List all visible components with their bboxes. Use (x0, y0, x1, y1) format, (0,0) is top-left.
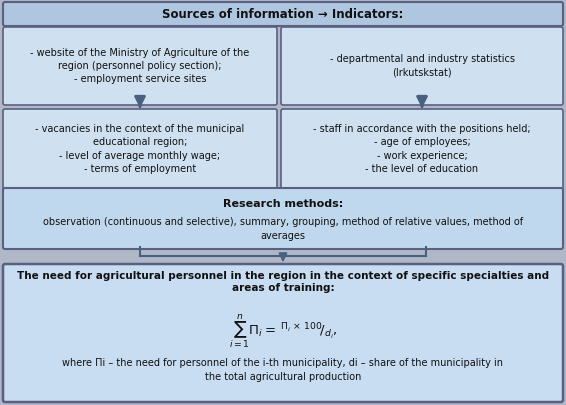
FancyBboxPatch shape (281, 27, 563, 105)
Text: The need for agricultural personnel in the region in the context of specific spe: The need for agricultural personnel in t… (17, 271, 549, 293)
FancyBboxPatch shape (3, 109, 277, 189)
FancyBboxPatch shape (3, 2, 563, 26)
Text: Research methods:: Research methods: (223, 199, 343, 209)
Text: - vacancies in the context of the municipal
educational region;
- level of avera: - vacancies in the context of the munici… (35, 124, 245, 174)
FancyBboxPatch shape (3, 27, 277, 105)
FancyBboxPatch shape (281, 109, 563, 189)
Text: where Πi – the need for personnel of the i-th municipality, di – share of the mu: where Πi – the need for personnel of the… (62, 358, 504, 382)
Text: $\sum_{i=1}^{n}\Pi_i = \,^{\Pi_i\,\times\,100}\!/_{d_i},$: $\sum_{i=1}^{n}\Pi_i = \,^{\Pi_i\,\times… (229, 313, 337, 351)
FancyBboxPatch shape (3, 188, 563, 249)
FancyBboxPatch shape (3, 264, 563, 402)
Text: - website of the Ministry of Agriculture of the
region (personnel policy section: - website of the Ministry of Agriculture… (31, 48, 250, 84)
Text: - staff in accordance with the positions held;
- age of employees;
- work experi: - staff in accordance with the positions… (313, 124, 531, 174)
Text: - departmental and industry statistics
(Irkutskstat): - departmental and industry statistics (… (329, 54, 514, 78)
Text: Sources of information → Indicators:: Sources of information → Indicators: (162, 8, 404, 21)
Text: observation (continuous and selective), summary, grouping, method of relative va: observation (continuous and selective), … (43, 217, 523, 241)
